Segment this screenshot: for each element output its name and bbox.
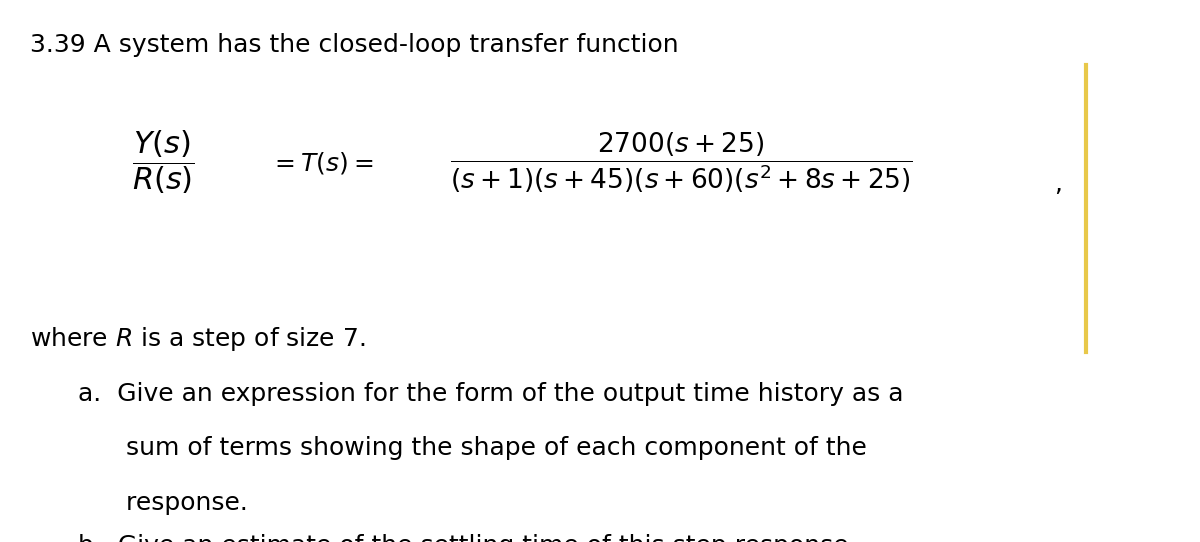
Text: $\dfrac{Y(s)}{R(s)}$: $\dfrac{Y(s)}{R(s)}$ xyxy=(132,129,194,196)
Text: $,$: $,$ xyxy=(1054,172,1061,196)
Text: a.  Give an expression for the form of the output time history as a: a. Give an expression for the form of th… xyxy=(78,382,904,406)
Text: b.  Give an estimate of the settling time of this step response.: b. Give an estimate of the settling time… xyxy=(78,534,857,542)
Text: where $R$ is a step of size 7.: where $R$ is a step of size 7. xyxy=(30,325,366,353)
Text: 3.39 A system has the closed-loop transfer function: 3.39 A system has the closed-loop transf… xyxy=(30,33,679,56)
Text: sum of terms showing the shape of each component of the: sum of terms showing the shape of each c… xyxy=(78,436,866,460)
Text: $= T(s) =$: $= T(s) =$ xyxy=(270,150,373,176)
Text: response.: response. xyxy=(78,491,248,514)
Text: $\dfrac{2700(s + 25)}{(s+1)(s+45)(s+60)(s^2+8s+25)}$: $\dfrac{2700(s + 25)}{(s+1)(s+45)(s+60)(… xyxy=(450,130,913,195)
